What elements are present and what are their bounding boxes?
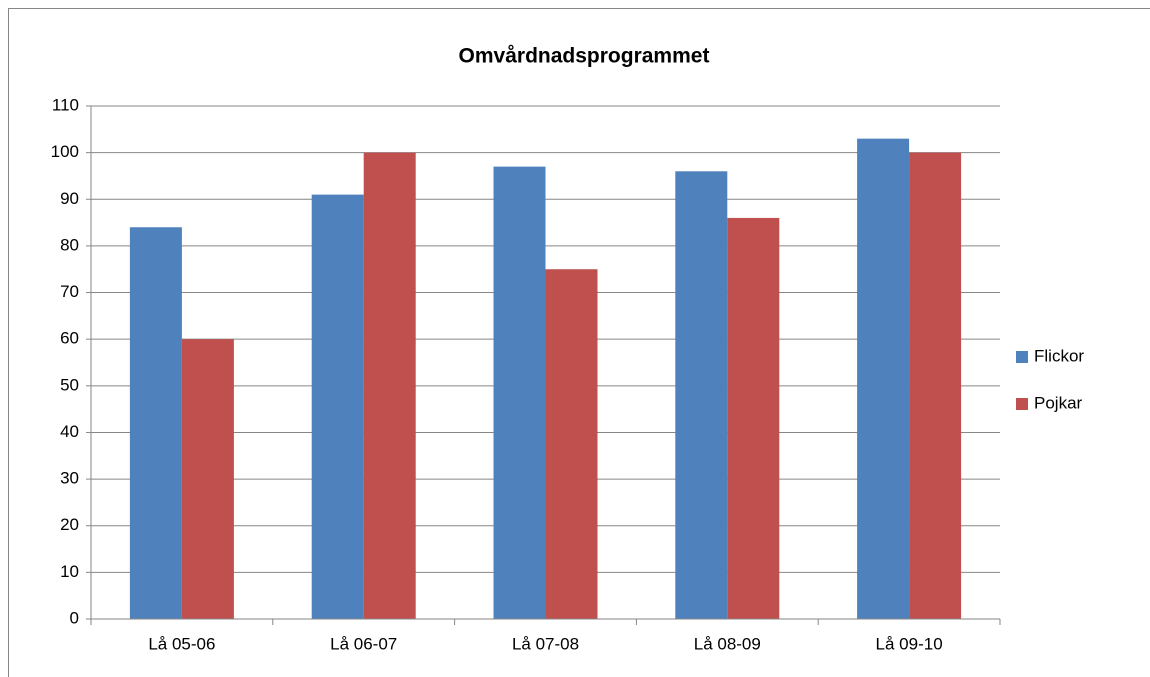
y-tick-label: 0	[70, 608, 79, 627]
legend-swatch	[1016, 351, 1028, 363]
legend-label: Pojkar	[1034, 393, 1083, 412]
x-tick-label: Lå 07-08	[512, 634, 579, 653]
y-tick-label: 80	[60, 235, 79, 254]
y-tick-label: 90	[60, 189, 79, 208]
x-tick-label: Lå 05-06	[148, 634, 215, 653]
chart-title: Omvårdnadsprogrammet	[459, 45, 710, 68]
y-tick-label: 20	[60, 515, 79, 534]
legend-swatch	[1016, 398, 1028, 410]
y-tick-label: 110	[52, 95, 79, 114]
x-tick-label: Lå 08-09	[694, 634, 761, 653]
bar	[909, 152, 962, 620]
bar	[545, 269, 598, 619]
legend-label: Flickor	[1034, 346, 1084, 365]
chart-frame	[8, 8, 1150, 677]
bar	[129, 227, 182, 619]
y-tick-label: 30	[60, 469, 79, 488]
y-tick-label: 10	[60, 562, 79, 581]
bar	[181, 339, 234, 619]
bar	[363, 152, 416, 620]
bar	[675, 171, 728, 620]
x-tick-label: Lå 06-07	[330, 634, 397, 653]
bar	[493, 166, 546, 620]
y-tick-label: 50	[60, 375, 79, 394]
bar	[311, 194, 364, 620]
y-tick-label: 40	[60, 422, 79, 441]
bar	[727, 217, 780, 619]
bar	[857, 138, 910, 620]
y-tick-label: 100	[51, 142, 79, 161]
y-tick-label: 70	[60, 282, 79, 301]
y-tick-label: 60	[60, 329, 79, 348]
x-tick-label: Lå 09-10	[876, 634, 943, 653]
